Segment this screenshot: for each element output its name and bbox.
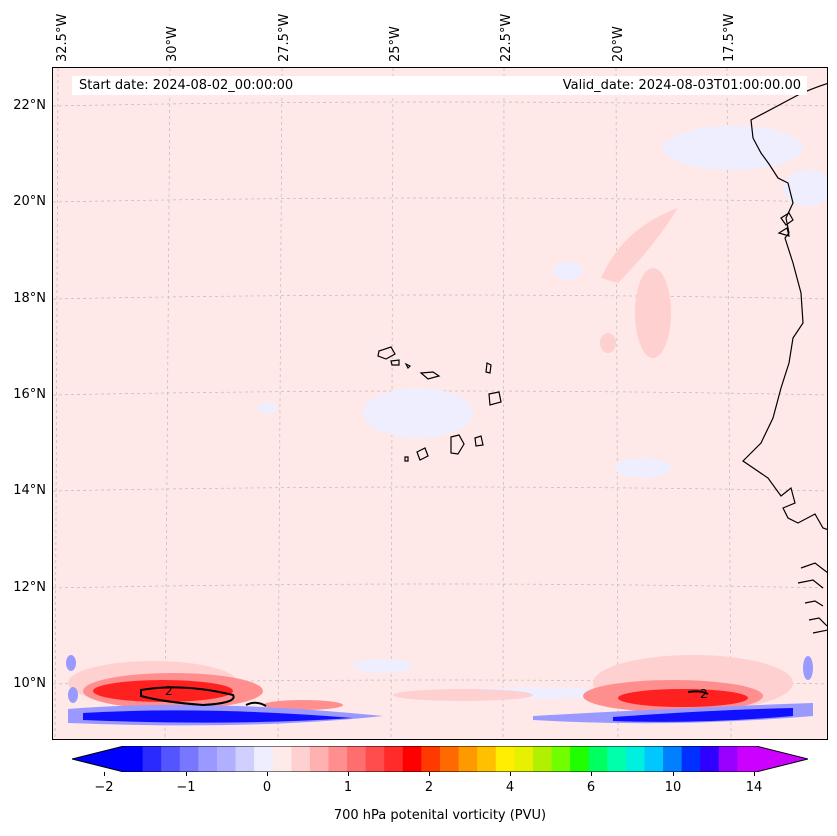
colorbar-swatch [235, 746, 255, 772]
cb-tickmark [429, 772, 430, 776]
colorbar-swatch [291, 746, 311, 772]
contour-label-east: 2 [700, 687, 708, 701]
cb-tick-label: 2 [424, 780, 434, 795]
colorbar-swatch [272, 746, 292, 772]
lon-label-32-5w: 32.5°W [55, 13, 70, 62]
lat-label-16n: 16°N [13, 387, 46, 402]
lat-label-22n: 22°N [13, 98, 46, 113]
colorbar [72, 746, 808, 772]
lat-label-18n: 18°N [13, 291, 46, 306]
coastline-fragments [777, 212, 827, 634]
lon-label-17-5w: 17.5°W [722, 13, 737, 62]
colorbar-swatch [477, 746, 497, 772]
contour-labels: 2 2 [165, 684, 708, 701]
pv-negative-band [66, 655, 813, 726]
colorbar-swatch [514, 746, 534, 772]
colorbar-swatch [216, 746, 237, 772]
lon-label-25w: 25°W [388, 26, 403, 62]
map-canvas: 2 2 [53, 68, 827, 739]
colorbar-swatch [347, 746, 367, 772]
colorbar-swatch [458, 746, 478, 772]
colorbar-swatch [254, 746, 274, 772]
colorbar-swatch [737, 746, 757, 772]
cb-tick-label: 14 [745, 780, 763, 795]
colorbar-swatch [179, 746, 199, 772]
cb-tickmark [673, 772, 674, 776]
colorbar-swatch [198, 746, 218, 772]
colorbar-swatch [124, 746, 144, 772]
cape-verde-islands [377, 346, 502, 462]
cb-tick-label: 1 [343, 780, 353, 795]
colorbar-swatch [142, 746, 162, 772]
colorbar-swatch [402, 746, 422, 772]
cb-tick-label: −1 [176, 780, 196, 795]
lon-label-22-5w: 22.5°W [499, 13, 514, 62]
colorbar-swatch [700, 746, 720, 772]
colorbar-swatch [663, 746, 683, 772]
valid-date-label: Valid_date: 2024-08-03T01:00:00.00 [562, 78, 801, 93]
colorbar-swatch [551, 746, 571, 772]
colorbar-extend-high [756, 746, 808, 772]
cb-tickmark [348, 772, 349, 776]
colorbar-swatch [625, 746, 645, 772]
cb-tickmark [591, 772, 592, 776]
cb-tick-label: 6 [586, 780, 596, 795]
colorbar-swatch [718, 746, 738, 772]
pv-negative-patches [258, 126, 827, 699]
colorbar-swatch [495, 746, 515, 772]
cb-tickmark [267, 772, 268, 776]
colorbar-swatch [440, 746, 460, 772]
lat-label-10n: 10°N [13, 676, 46, 691]
colorbar-swatch [570, 746, 590, 772]
colorbar-swatch [365, 746, 385, 772]
colorbar-swatch [328, 746, 348, 772]
colorbar-swatch [309, 746, 329, 772]
colorbar-swatch [532, 746, 553, 772]
contour-label-west: 2 [165, 684, 173, 698]
cb-tickmark [510, 772, 511, 776]
pv-strong-positive [93, 680, 748, 707]
lat-label-14n: 14°N [13, 483, 46, 498]
lon-label-27-5w: 27.5°W [277, 13, 292, 62]
cb-tick-label: −2 [94, 780, 114, 795]
cb-tickmark [186, 772, 187, 776]
colorbar-swatch [681, 746, 701, 772]
lon-label-30w: 30°W [165, 26, 180, 62]
colorbar-swatch [421, 746, 441, 772]
cb-tick-label: 4 [505, 780, 515, 795]
pv-light-positive [68, 208, 793, 711]
cb-tickmark [754, 772, 755, 776]
map-panel: 2 2 [52, 67, 828, 740]
colorbar-swatch [161, 746, 181, 772]
date-banner [72, 76, 807, 95]
colorbar-swatch [384, 746, 404, 772]
pv-contours [140, 686, 709, 707]
colorbar-swatch [607, 746, 627, 772]
colorbar-extend-low [72, 746, 124, 772]
cb-tickmark [104, 772, 105, 776]
lon-label-20w: 20°W [611, 26, 626, 62]
colorbar-swatch [588, 746, 608, 772]
cb-tick-label: 10 [664, 780, 682, 795]
start-date-label: Start date: 2024-08-02_00:00:00 [79, 78, 294, 93]
lat-label-12n: 12°N [13, 580, 46, 595]
colorbar-swatch [644, 746, 664, 772]
colorbar-label: 700 hPa potenital vorticity (PVU) [333, 808, 547, 823]
lat-label-20n: 20°N [13, 194, 46, 209]
cb-tick-label: 0 [262, 780, 272, 795]
